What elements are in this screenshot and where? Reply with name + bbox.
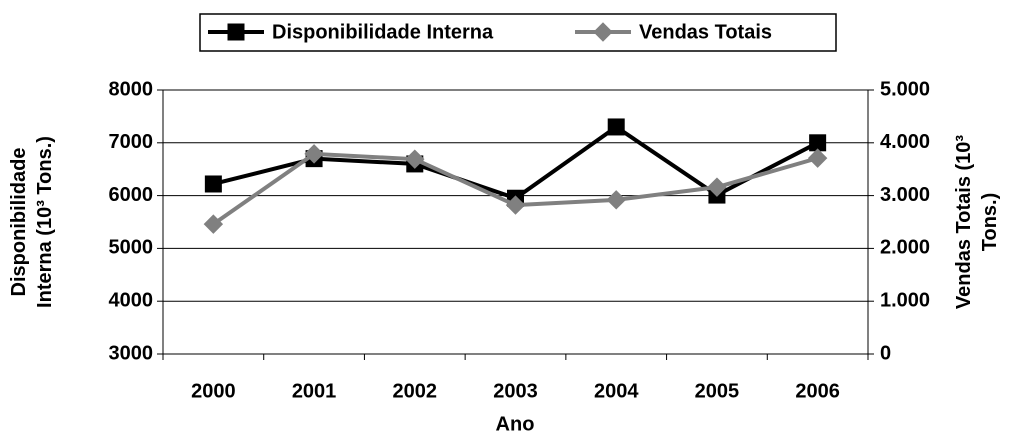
marker	[405, 149, 425, 169]
y2-axis-label-line: Tons.)	[979, 193, 1001, 252]
x-tick-label: 2002	[393, 380, 438, 402]
marker	[593, 22, 613, 42]
y-axis-label-line: Disponibilidade	[8, 148, 30, 297]
y-axis-label: Disponibilidade Interna (10³ Tons.)	[8, 136, 56, 308]
marker	[203, 214, 224, 234]
y-axis-label-line: Interna (10³ Tons.)	[34, 136, 56, 308]
y2-axis-label: Vendas Totais (10³ Tons.)	[953, 135, 1001, 309]
y-tick-label: 4000	[109, 289, 154, 311]
marker	[227, 23, 245, 41]
marker	[304, 144, 324, 164]
x-tick-label: 2006	[795, 380, 840, 402]
marker	[505, 195, 526, 215]
y-tick-label: 8000	[109, 78, 154, 100]
legend-label: Disponibilidade Interna	[272, 21, 494, 43]
x-axis-label: Ano	[496, 413, 535, 435]
legend-box	[199, 13, 837, 52]
marker	[807, 148, 828, 168]
y2-tick-label: 3.000	[880, 184, 930, 206]
y-tick-label: 5000	[109, 237, 154, 259]
marker	[606, 190, 626, 210]
marker	[809, 134, 827, 152]
y2-tick-label: 5.000	[880, 78, 930, 100]
y-tick-label: 3000	[109, 342, 154, 364]
y2-tick-label: 2.000	[880, 237, 930, 259]
marker	[204, 175, 222, 193]
y2-axis-label-line: Vendas Totais (10³	[953, 135, 975, 309]
y2-tick-label: 4.000	[880, 131, 930, 153]
x-tick-label: 2003	[493, 380, 538, 402]
marker	[607, 118, 625, 136]
x-tick-label: 2000	[191, 380, 236, 402]
marker	[707, 177, 727, 197]
x-tick-label: 2001	[292, 380, 337, 402]
x-tick-label: 2004	[594, 380, 639, 402]
x-tick-label: 2005	[695, 380, 740, 402]
y-tick-label: 6000	[109, 184, 154, 206]
y-tick-label: 7000	[109, 131, 154, 153]
y2-tick-label: 1.000	[880, 289, 930, 311]
y2-tick-label: 0	[880, 342, 891, 364]
legend-label: Vendas Totais	[639, 21, 772, 43]
